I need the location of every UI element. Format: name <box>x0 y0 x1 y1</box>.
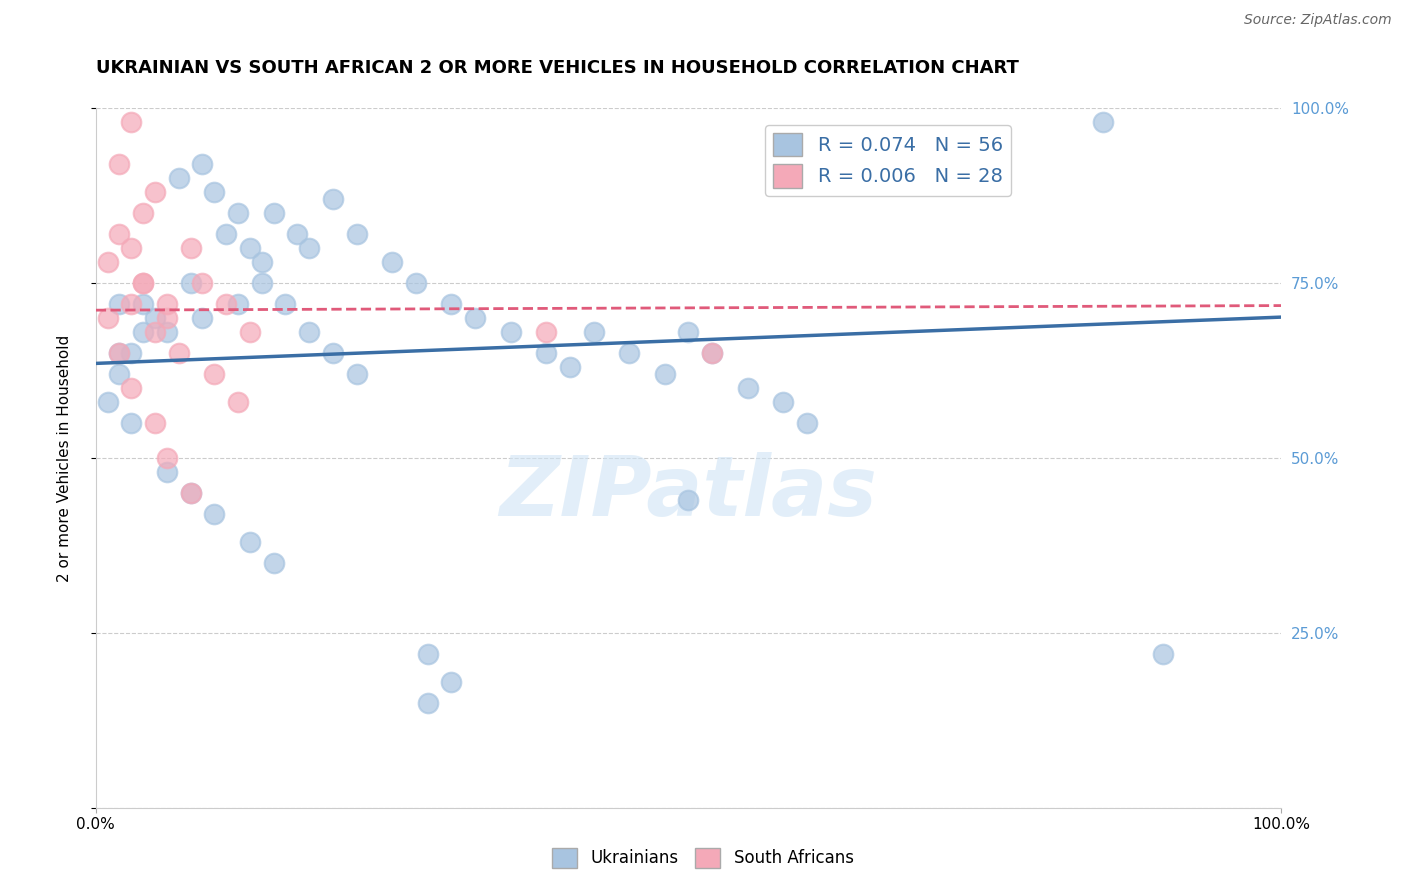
Point <box>132 276 155 290</box>
Point <box>654 367 676 381</box>
Y-axis label: 2 or more Vehicles in Household: 2 or more Vehicles in Household <box>58 334 72 582</box>
Point <box>702 346 724 360</box>
Point <box>298 325 321 339</box>
Point <box>558 359 581 374</box>
Point <box>464 311 486 326</box>
Point <box>108 367 131 381</box>
Point <box>180 241 202 255</box>
Point <box>1152 647 1174 661</box>
Point <box>132 325 155 339</box>
Point <box>108 346 131 360</box>
Point <box>440 674 463 689</box>
Point <box>215 227 238 241</box>
Text: UKRAINIAN VS SOUTH AFRICAN 2 OR MORE VEHICLES IN HOUSEHOLD CORRELATION CHART: UKRAINIAN VS SOUTH AFRICAN 2 OR MORE VEH… <box>96 60 1019 78</box>
Point <box>167 171 190 186</box>
Point <box>381 255 404 269</box>
Point <box>772 395 794 409</box>
Point <box>156 325 179 339</box>
Point <box>702 346 724 360</box>
Point <box>108 227 131 241</box>
Point <box>534 325 557 339</box>
Point <box>156 465 179 479</box>
Point <box>120 346 142 360</box>
Point <box>796 416 818 430</box>
Point <box>534 346 557 360</box>
Point <box>737 381 759 395</box>
Point <box>226 297 249 311</box>
Point <box>120 416 142 430</box>
Point <box>132 297 155 311</box>
Point <box>156 450 179 465</box>
Point <box>120 241 142 255</box>
Point <box>226 395 249 409</box>
Point <box>180 486 202 500</box>
Point <box>239 325 262 339</box>
Point <box>405 276 427 290</box>
Point <box>617 346 640 360</box>
Point <box>108 346 131 360</box>
Text: ZIPatlas: ZIPatlas <box>499 452 877 533</box>
Point <box>215 297 238 311</box>
Point <box>250 276 273 290</box>
Point <box>226 206 249 220</box>
Point <box>582 325 605 339</box>
Point <box>202 185 225 199</box>
Point <box>97 311 120 326</box>
Point <box>322 192 344 206</box>
Point <box>191 276 214 290</box>
Point <box>120 115 142 129</box>
Point <box>239 241 262 255</box>
Point <box>298 241 321 255</box>
Point <box>416 647 439 661</box>
Point <box>120 381 142 395</box>
Point <box>678 325 700 339</box>
Point <box>143 185 166 199</box>
Text: Source: ZipAtlas.com: Source: ZipAtlas.com <box>1244 13 1392 28</box>
Point <box>97 395 120 409</box>
Point <box>239 534 262 549</box>
Point <box>678 492 700 507</box>
Point <box>143 325 166 339</box>
Point <box>167 346 190 360</box>
Point <box>263 556 285 570</box>
Point <box>108 297 131 311</box>
Point <box>250 255 273 269</box>
Point <box>416 696 439 710</box>
Point <box>180 486 202 500</box>
Point <box>202 367 225 381</box>
Point <box>156 297 179 311</box>
Point <box>440 297 463 311</box>
Point <box>143 416 166 430</box>
Point <box>191 311 214 326</box>
Point <box>97 255 120 269</box>
Point <box>156 311 179 326</box>
Point <box>322 346 344 360</box>
Point <box>346 367 368 381</box>
Point <box>346 227 368 241</box>
Legend: Ukrainians, South Africans: Ukrainians, South Africans <box>546 841 860 875</box>
Point <box>132 206 155 220</box>
Point <box>274 297 297 311</box>
Point <box>499 325 522 339</box>
Point <box>180 276 202 290</box>
Legend: R = 0.074   N = 56, R = 0.006   N = 28: R = 0.074 N = 56, R = 0.006 N = 28 <box>765 125 1011 195</box>
Point <box>132 276 155 290</box>
Point <box>108 157 131 171</box>
Point <box>191 157 214 171</box>
Point <box>285 227 308 241</box>
Point <box>120 297 142 311</box>
Point <box>1092 115 1115 129</box>
Point <box>143 311 166 326</box>
Point <box>263 206 285 220</box>
Point <box>202 507 225 521</box>
